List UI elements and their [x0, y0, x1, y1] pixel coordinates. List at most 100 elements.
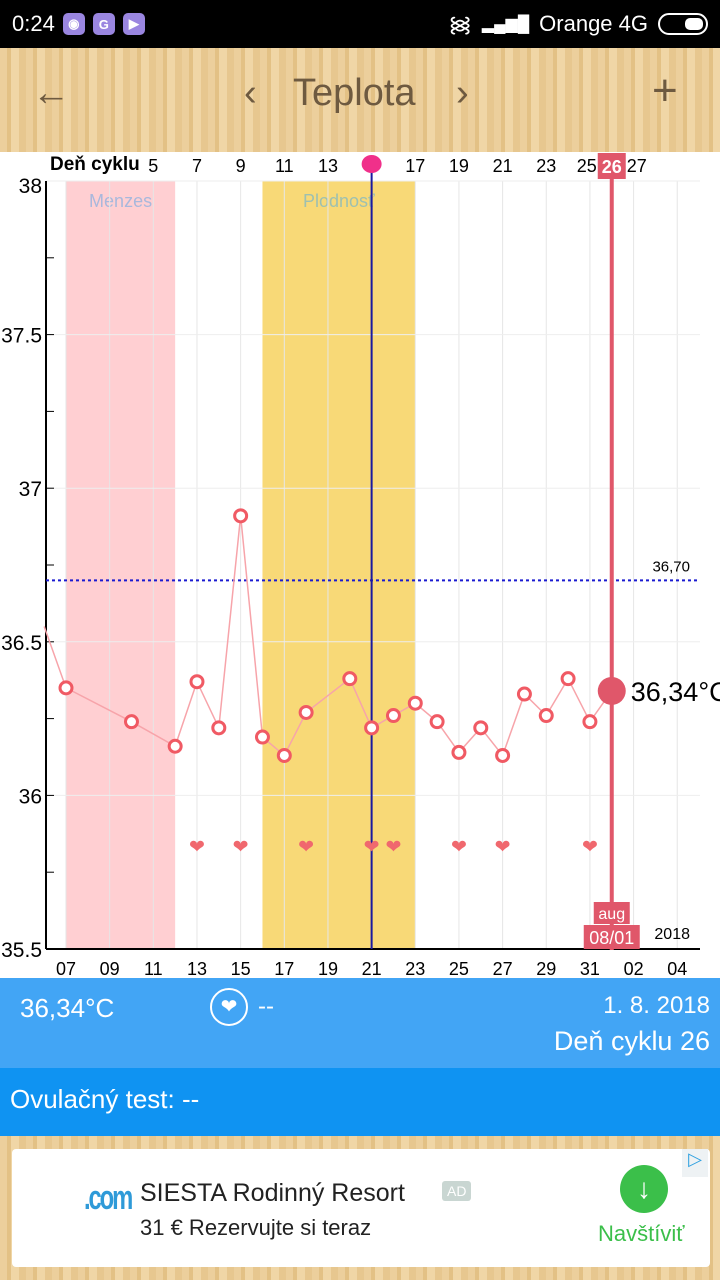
data-point — [233, 508, 249, 524]
adchoices-icon[interactable]: ▷ — [682, 1149, 708, 1177]
x-tick: 11 — [144, 959, 163, 978]
band-1 — [262, 181, 416, 949]
band-label: Menzes — [89, 191, 152, 211]
y-tick: 36.5 — [1, 632, 42, 655]
day-info-panel[interactable]: 36,34°C ❤ -- 1. 8. 2018 Deň cyklu 26 — [0, 978, 720, 1068]
data-point — [211, 720, 227, 736]
x-tick: 07 — [56, 959, 76, 978]
y-tick: 36 — [19, 785, 42, 808]
battery-icon — [658, 13, 708, 35]
selected-data-point — [597, 676, 626, 705]
heart-icon: ❤ — [385, 837, 401, 858]
temperature-value: 36,34°C — [20, 993, 115, 1023]
download-icon[interactable]: ↓ — [620, 1165, 668, 1213]
x-tick: 15 — [231, 959, 251, 978]
data-point — [385, 708, 401, 724]
cycle-day-label: 17 — [405, 156, 425, 176]
cycle-day-label: 19 — [449, 156, 469, 176]
cycle-day-label: 13 — [318, 156, 338, 176]
heart-icon: ❤ — [582, 837, 598, 858]
add-button[interactable]: + — [652, 66, 678, 115]
chart-svg[interactable]: Menzes Plodnosť 35.5 36 36.5 37 37.5 38 36,70 Deň… — [0, 152, 720, 979]
data-point — [189, 674, 205, 690]
x-tick: 23 — [405, 959, 425, 978]
back-button[interactable]: ← — [32, 72, 70, 114]
cycle-day-label: 27 — [627, 156, 647, 176]
ovulation-test-row[interactable]: Ovulačný test: -- — [0, 1068, 720, 1136]
data-point — [538, 708, 554, 724]
selected-month: aug — [598, 906, 625, 923]
cycle-day-label: 11 — [275, 156, 294, 176]
chrome-icon: ◉ — [62, 13, 85, 35]
heart-icon: ❤ — [451, 837, 467, 858]
data-point — [364, 720, 380, 736]
y-tick: 37 — [19, 478, 42, 501]
data-point — [495, 747, 511, 763]
cycle-day-label: 9 — [236, 156, 246, 176]
status-bar: 0:24 ◉ G ▶ ᯼ ▂▄▆█ Orange 4G — [0, 0, 720, 48]
heart-icon: ❤ — [189, 837, 205, 858]
data-point — [58, 680, 74, 696]
data-point — [516, 686, 532, 702]
y-tick: 35.5 — [1, 939, 42, 962]
x-tick: 02 — [624, 959, 644, 978]
data-point — [298, 704, 314, 720]
coverline-label: 36,70 — [652, 558, 690, 575]
x-tick: 29 — [536, 959, 556, 978]
selected-cycle-day: 26 — [602, 157, 622, 177]
data-point — [429, 714, 445, 730]
heart-icon[interactable]: ❤ — [210, 988, 248, 1026]
x-tick: 04 — [667, 959, 687, 978]
y-tick: 38 — [19, 175, 42, 198]
data-point — [123, 714, 139, 730]
cycle-day-label: 7 — [192, 156, 202, 176]
clock: 0:24 — [12, 11, 55, 36]
selected-date-box — [583, 925, 640, 949]
heart-icon: ❤ — [364, 837, 380, 858]
ad-cta[interactable]: Navštíviť — [598, 1221, 685, 1246]
prev-chart-button[interactable]: ‹ — [244, 72, 257, 114]
cycle-day: Deň cyklu 26 — [553, 1026, 710, 1056]
year-label: 2018 — [654, 926, 690, 943]
intercourse-value: -- — [258, 993, 274, 1020]
ad-banner[interactable]: .com SIESTA Rodinný Resort AD 31 € Rezer… — [12, 1149, 710, 1267]
data-point — [342, 671, 358, 687]
temperature-chart[interactable]: Menzes Plodnosť 35.5 36 36.5 37 37.5 38 36,70 Deň… — [0, 152, 720, 979]
carrier: Orange 4G — [539, 11, 648, 36]
wifi-icon: ᯼ — [448, 12, 472, 37]
cycle-day-header: Deň cyklu — [50, 154, 140, 175]
x-tick: 13 — [187, 959, 207, 978]
data-point — [167, 738, 183, 754]
heart-icon: ❤ — [298, 837, 314, 858]
ad-title[interactable]: SIESTA Rodinný Resort — [140, 1179, 405, 1207]
ovulation-dot-icon — [361, 155, 382, 173]
ad-subtitle: 31 € Rezervujte si teraz — [140, 1215, 372, 1240]
selected-cycle-day-box — [597, 153, 626, 179]
x-tick: 19 — [318, 959, 338, 978]
x-tick: 21 — [362, 959, 382, 978]
band-label: Plodnosť — [303, 191, 375, 211]
ovulation-test-label: Ovulačný test: -- — [10, 1084, 200, 1114]
next-chart-button[interactable]: › — [456, 72, 469, 114]
selected-month-box — [593, 902, 630, 924]
x-tick: 09 — [100, 959, 120, 978]
ad-badge: AD — [442, 1181, 472, 1201]
x-tick: 31 — [580, 959, 600, 978]
data-point — [451, 744, 467, 760]
cycle-day-label: 25 — [577, 156, 597, 176]
selected-date: 08/01 — [589, 928, 634, 948]
x-tick: 27 — [493, 959, 513, 978]
x-tick: 17 — [274, 959, 294, 978]
play-icon: ▶ — [122, 13, 145, 35]
data-point — [473, 720, 489, 736]
heart-icon: ❤ — [233, 837, 249, 858]
data-point — [582, 714, 598, 730]
data-point — [276, 747, 292, 763]
cycle-day-label: 23 — [536, 156, 556, 176]
heart-icon: ❤ — [495, 837, 511, 858]
data-point — [560, 671, 576, 687]
app-header: ← ‹ Teplota › + — [0, 48, 720, 152]
cycle-day-label: 5 — [148, 156, 158, 176]
data-point — [254, 729, 270, 745]
cycle-day-label: 21 — [493, 156, 513, 176]
